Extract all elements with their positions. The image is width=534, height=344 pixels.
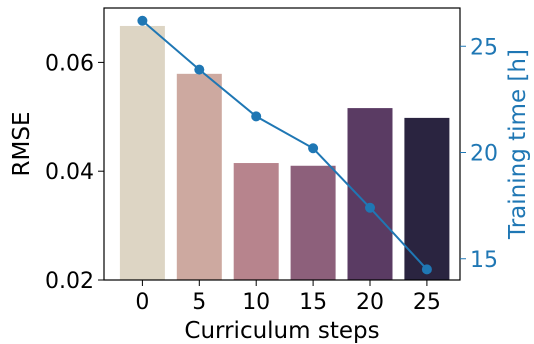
y-tick-label: 0.04 <box>45 160 94 185</box>
x-tick-label: 15 <box>299 290 327 315</box>
line-series <box>137 15 432 275</box>
x-tick-label: 5 <box>192 290 206 315</box>
y2-tick-label: 25 <box>470 35 498 60</box>
x-tick-label: 0 <box>135 290 149 315</box>
x-axis-label: Curriculum steps <box>184 318 379 344</box>
bar-20 <box>347 108 393 280</box>
bar-5 <box>176 73 222 280</box>
bar-series <box>119 25 450 281</box>
y-tick-label: 0.06 <box>45 51 94 76</box>
y-tick-label: 0.02 <box>45 269 94 294</box>
training-time-point-10 <box>251 111 262 122</box>
y2-tick-label: 15 <box>470 248 498 273</box>
y-axis-ticks: 0.02 0.04 0.06 <box>45 51 104 294</box>
x-tick-label: 25 <box>413 290 441 315</box>
y-axis-label: RMSE <box>9 112 35 177</box>
y2-tick-label: 20 <box>470 142 498 167</box>
bar-10 <box>233 163 279 280</box>
training-time-point-15 <box>308 143 319 154</box>
training-time-point-5 <box>194 64 205 75</box>
x-tick-label: 10 <box>242 290 270 315</box>
bar-0 <box>119 25 165 281</box>
x-axis-ticks: 0 5 10 15 20 25 <box>135 280 441 315</box>
y2-axis-ticks: 15 20 25 <box>460 35 498 273</box>
y2-axis-label: Training time [h] <box>505 49 531 240</box>
training-time-line <box>141 20 428 271</box>
training-time-point-20 <box>365 202 375 213</box>
bar-25 <box>404 117 450 280</box>
x-tick-label: 20 <box>356 290 384 315</box>
plot-frame <box>103 7 461 281</box>
bar-15 <box>290 165 336 280</box>
training-time-point-25 <box>421 264 432 275</box>
training-time-point-0 <box>137 15 148 26</box>
